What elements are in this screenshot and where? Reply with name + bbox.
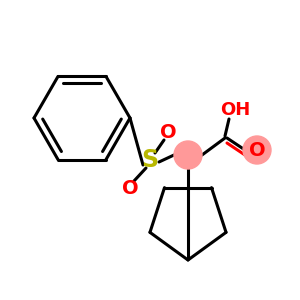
Text: O: O bbox=[122, 178, 138, 197]
Text: O: O bbox=[160, 122, 176, 142]
Text: S: S bbox=[141, 148, 159, 172]
Text: O: O bbox=[249, 140, 265, 160]
Circle shape bbox=[243, 136, 271, 164]
Text: OH: OH bbox=[220, 101, 250, 119]
Circle shape bbox=[174, 141, 202, 169]
